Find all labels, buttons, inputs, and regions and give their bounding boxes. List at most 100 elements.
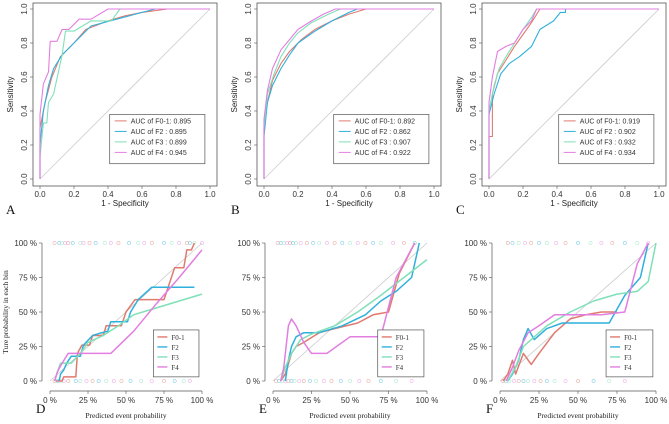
x-tick-label: 25 %: [530, 396, 548, 405]
x-tick-label: 75 %: [379, 396, 397, 405]
x-tick-label: 0.8: [394, 190, 406, 199]
y-tick-label: 25 %: [19, 343, 37, 352]
rug-point-top: [66, 241, 71, 245]
x-tick-label: 50 %: [117, 396, 135, 405]
rug-point-top: [505, 241, 510, 245]
reference-diagonal: [39, 8, 211, 180]
rug-point-bottom: [308, 379, 312, 383]
rug-point-bottom: [274, 379, 278, 383]
rug-point-top: [149, 241, 154, 245]
panel-letter: B: [231, 202, 240, 217]
series-line-F4: [53, 249, 203, 382]
legend-label: F4: [171, 364, 179, 372]
rug-point-top: [127, 241, 131, 245]
rug-point-bottom: [187, 379, 192, 383]
legend-label: AUC of F2 : 0.902: [580, 129, 636, 136]
y-tick-label: 0.2: [20, 139, 29, 151]
legend-label: F4: [624, 364, 632, 372]
legend-label: AUC of F0-1: 0.892: [355, 118, 415, 125]
rug-point-top: [529, 241, 534, 245]
legend-label: AUC of F2 : 0.895: [131, 129, 187, 136]
x-tick-label: 0.4: [326, 190, 338, 199]
rug-point-bottom: [104, 379, 109, 383]
rug-point-bottom: [591, 379, 596, 383]
rug-point-bottom: [172, 379, 177, 383]
rug-point-bottom: [552, 379, 557, 383]
rug-point-bottom: [314, 379, 319, 383]
panel-B: 0.0 0.2 0.4 0.6 0.8 1.0 0.0 0.2 0.4 0.6 0.8 1.0 1 - …: [230, 2, 442, 217]
y-axis-label: Sensitivity: [6, 76, 15, 112]
rug-point-top: [324, 241, 329, 245]
y-tick-label: 0.4: [20, 105, 29, 117]
legend-label: AUC of F4 : 0.922: [355, 150, 411, 157]
y-tick-label: 0 %: [23, 377, 37, 386]
series-line-F4: [279, 242, 416, 382]
legend-label: F3: [396, 354, 404, 362]
series-line-F2: [488, 8, 659, 179]
legend-label: AUC of F3 : 0.932: [580, 139, 636, 146]
y-tick-label: 0.6: [20, 71, 29, 83]
legend-label: F3: [624, 354, 632, 362]
rug-point-bottom: [321, 379, 326, 383]
series-line-F4: [488, 8, 659, 179]
x-tick-label: 0.6: [360, 190, 372, 199]
rug-point-top: [162, 241, 166, 245]
rug-point-top: [102, 241, 107, 245]
x-tick-label: 0 %: [266, 396, 280, 405]
y-tick-label: 0.8: [244, 37, 253, 49]
rug-point-top: [401, 241, 406, 245]
legend-label: F4: [396, 364, 404, 372]
rug-point-top: [81, 241, 86, 245]
series-line-F2: [263, 8, 434, 179]
rug-point-top: [516, 241, 521, 245]
rug-point-top: [355, 241, 360, 245]
rug-point-top: [281, 241, 286, 245]
panel-letter: A: [6, 202, 16, 217]
y-tick-label: 50 %: [19, 308, 37, 317]
x-tick-label: 1.0: [653, 190, 665, 199]
y-tick-label: 100 %: [237, 239, 260, 248]
panel-letter: E: [259, 401, 267, 416]
rug-point-bottom: [119, 379, 124, 383]
legend-box: [558, 114, 655, 165]
rug-point-bottom: [297, 379, 302, 383]
y-tick-label: 0.4: [469, 105, 478, 117]
rug-point-bottom: [128, 379, 133, 383]
legend-label: F0-1: [171, 334, 185, 342]
x-tick-label: 25 %: [302, 396, 320, 405]
rug-point-top: [169, 241, 174, 245]
rug-point-top: [52, 241, 57, 245]
y-tick-label: 0.0: [244, 173, 253, 185]
x-tick-label: 0.0: [483, 190, 495, 199]
rug-point-top: [537, 241, 541, 245]
rug-point-bottom: [576, 379, 580, 383]
rug-point-bottom: [516, 379, 521, 383]
x-tick-label: 0.0: [34, 190, 46, 199]
rug-point-top: [63, 241, 68, 245]
series-line-F2: [284, 242, 421, 382]
y-tick-label: 75 %: [242, 274, 260, 283]
rug-point-bottom: [162, 379, 166, 383]
rug-point-bottom: [378, 379, 383, 383]
rug-point-top: [60, 241, 65, 245]
reference-diagonal: [272, 242, 428, 382]
x-tick-label: 50 %: [569, 396, 587, 405]
rug-point-bottom: [348, 379, 352, 383]
legend-box: [377, 329, 425, 378]
x-axis-label: Predicted event probability: [309, 411, 390, 420]
rug-point-top: [136, 241, 141, 245]
x-tick-label: 75 %: [155, 396, 173, 405]
rug-point-top: [576, 241, 580, 245]
y-tick-label: 50 %: [469, 308, 487, 317]
x-axis-label: 1 - Specificity: [101, 199, 149, 208]
rug-point-bottom: [139, 379, 144, 383]
x-axis-label: Predicted event probability: [85, 411, 166, 420]
rug-point-top: [304, 241, 309, 245]
y-tick-label: 100 %: [464, 239, 487, 248]
series-line-F0-1: [488, 8, 659, 179]
series-line-F3: [39, 8, 210, 179]
rug-point-top: [348, 241, 352, 245]
rug-point-bottom: [538, 379, 543, 383]
legend-label: F3: [171, 354, 179, 362]
rug-point-bottom: [96, 379, 101, 383]
